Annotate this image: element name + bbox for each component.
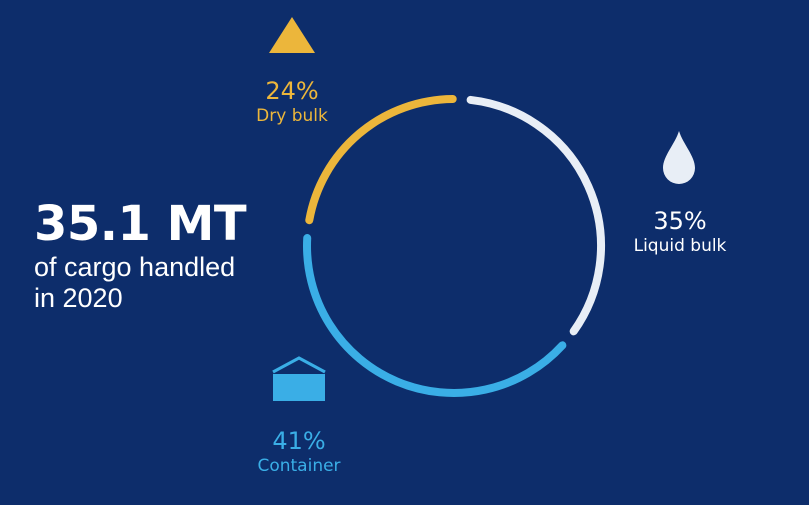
liquid-bulk-name: Liquid bulk bbox=[633, 236, 727, 256]
headline-value: 35.1 MT bbox=[34, 196, 247, 252]
triangle-icon bbox=[269, 17, 315, 53]
label-liquid-bulk: 35% Liquid bulk bbox=[634, 207, 727, 257]
headline-line-2: in 2020 bbox=[34, 283, 123, 313]
drop-icon bbox=[663, 131, 695, 184]
slice-container bbox=[303, 234, 567, 397]
slice-liquid-bulk bbox=[466, 95, 605, 336]
headline-line-1: of cargo handled bbox=[34, 252, 236, 282]
container-icon bbox=[272, 356, 326, 401]
container-name: Container bbox=[257, 456, 341, 476]
headline: 35.1 MT of cargo handled in 2020 bbox=[34, 196, 247, 314]
dry-bulk-name: Dry bulk bbox=[256, 106, 328, 126]
liquid-bulk-percent: 35% bbox=[653, 207, 707, 235]
container-percent: 41% bbox=[272, 427, 326, 455]
dry-bulk-percent: 24% bbox=[265, 77, 319, 105]
label-container: 41% Container bbox=[257, 427, 340, 477]
donut-arcs bbox=[303, 95, 605, 397]
slice-dry-bulk bbox=[305, 95, 457, 225]
label-dry-bulk: 24% Dry bulk bbox=[256, 77, 328, 127]
